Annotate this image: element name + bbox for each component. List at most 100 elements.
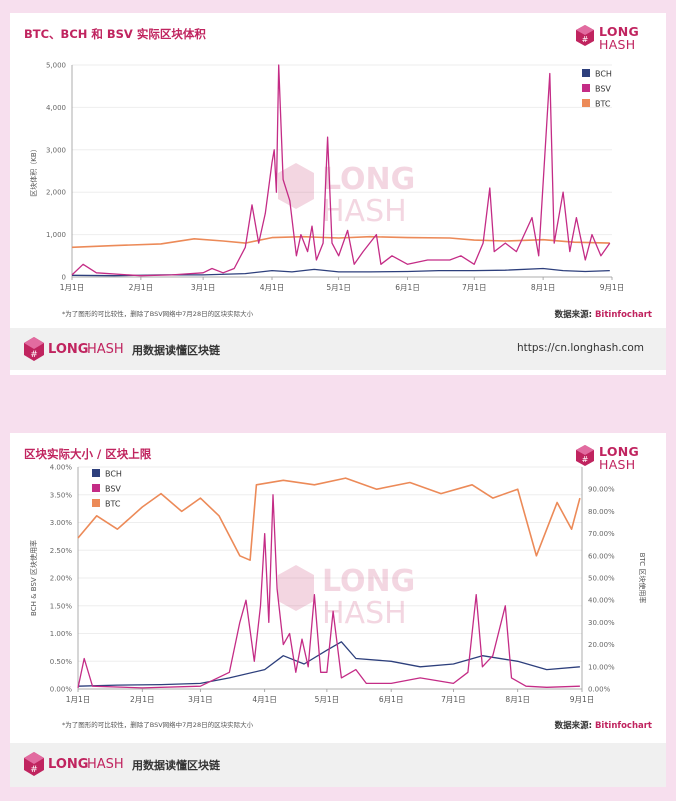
y2-tick-label: 20.00% [588,641,615,649]
svg-text:#: # [582,455,589,464]
chart-footnote: *为了图形的可比较性，删除了BSV网络中7月28日的区块实际大小 [62,721,254,729]
footer-bar-2: # LONG HASH 用数据读懂区块链 [10,743,666,787]
legend-swatch-btc [582,99,590,107]
chart-title: BTC、BCH 和 BSV 实际区块体积 [24,27,206,41]
x-tick-label: 3月1日 [191,283,216,292]
footer-logo-long: LONG [48,342,89,357]
y2-tick-label: 0.00% [588,686,611,694]
footer-logo-long: LONG [48,757,89,772]
x-tick-label: 3月1日 [188,695,213,704]
y-tick-label: 4.00% [50,464,73,472]
chart-panel-1: BTC、BCH 和 BSV 实际区块体积 # LONG HASH 0 1,000 2… [10,13,666,375]
chart-1-plot: 0 1,000 2,000 3,000 4,000 5,000 1月1日 2月1日 3月1日 4月… [29,62,625,293]
x-tick-label: 2月1日 [130,695,155,704]
legend-label-btc: BTC [595,100,611,109]
y2-tick-label: 40.00% [588,597,615,605]
chart-2-plot: 0.00% 0.50% 1.00% 1.50% 2.00% 2.50% 3.00% 3.50%… [29,464,647,705]
legend-label-bsv: BSV [595,85,611,94]
y-tick-label: 1,000 [46,231,66,239]
source-label: 数据来源: [554,721,592,731]
x-tick-label: 4月1日 [260,283,285,292]
x-tick-label: 9月1日 [570,695,595,704]
x-tick-label: 2月1日 [129,283,154,292]
footer-logo: # LONG HASH [24,337,134,361]
y-tick-label: 3.00% [50,519,73,527]
x-tick-label: 6月1日 [395,283,420,292]
y-tick-label: 4,000 [46,104,66,112]
x-tick-label: 9月1日 [600,283,625,292]
legend-label-bsv: BSV [105,485,121,494]
x-tick-label: 7月1日 [462,283,487,292]
chart-panel-2: 区块实际大小 / 区块上限 # LONG HASH 0.00% 0.50% 1.00… [10,433,666,780]
x-tick-label: 8月1日 [505,695,530,704]
y2-tick-label: 70.00% [588,530,615,538]
y-tick-label: 2.00% [50,575,73,583]
y-tick-label: 5,000 [46,62,66,70]
watermark-long: LONG [322,162,415,197]
svg-text:#: # [582,35,589,44]
footer-slogan: 用数据读懂区块链 [132,344,220,357]
y-tick-label: 0 [62,274,66,282]
y-tick-label: 2.50% [50,547,73,555]
y2-tick-label: 60.00% [588,552,615,560]
logo-text-hash: HASH [599,37,636,52]
legend-swatch-bsv [582,84,590,92]
svg-text:#: # [30,350,38,360]
y-tick-label: 2,000 [46,189,66,197]
footer-url[interactable]: https://cn.longhash.com [516,342,644,354]
series-line-bsv [71,64,611,277]
series-line-bsv [77,494,580,689]
footer-logo-hash: HASH [87,757,124,772]
x-tick-label: 4月1日 [252,695,277,704]
source-name: Bitinfochart [594,721,652,731]
watermark-hash: HASH [322,596,407,631]
y2-axis-label: BTC 区块使用率 [638,553,647,604]
legend-swatch-bch [92,469,100,477]
logo-text-hash: HASH [599,457,636,472]
y-tick-label: 0.50% [50,658,73,666]
legend-label-btc: BTC [105,500,121,509]
y2-tick-label: 80.00% [588,508,615,516]
footer-slogan: 用数据读懂区块链 [132,759,220,772]
watermark-cube-icon [278,163,314,209]
x-tick-label: 6月1日 [379,695,404,704]
data-source: 数据来源: Bitinfochart [555,719,652,731]
series-line-btc [77,477,581,561]
series-line-bch [77,641,580,687]
x-tick-label: 8月1日 [531,283,556,292]
y2-tick-label: 30.00% [588,619,615,627]
series-line-bch [71,267,610,277]
y2-tick-label: 10.00% [588,663,615,671]
y2-tick-label: 90.00% [588,486,615,494]
y-axis-label: BCH & BSV 区块使用率 [29,540,38,616]
logo-text-long: LONG [599,444,640,459]
x-tick-label: 5月1日 [315,695,340,704]
y-tick-label: 1.00% [50,630,73,638]
svg-text:#: # [30,765,38,775]
chart-footnote: *为了图形的可比较性，删除了BSV网络中7月28日的区块实际大小 [62,310,254,318]
legend-swatch-bch [582,69,590,77]
x-tick-label: 1月1日 [60,283,85,292]
watermark-hash: HASH [322,194,407,229]
y2-tick-label: 50.00% [588,575,615,583]
y-axis-label: 区块体积（KB） [29,145,38,196]
footer-logo-hash: HASH [87,342,124,357]
source-name: Bitinfochart [594,310,652,320]
legend-swatch-bsv [92,484,100,492]
watermark-long: LONG [322,564,415,599]
chart-title: 区块实际大小 / 区块上限 [24,447,152,461]
logo-text-long: LONG [599,24,640,39]
y-tick-label: 1.50% [50,602,73,610]
series-line-btc [71,235,610,249]
data-source: 数据来源: Bitinfochart [555,308,652,320]
longhash-logo: # LONG HASH [576,443,640,472]
footer-bar-1: # LONG HASH 用数据读懂区块链 https://cn.longhash… [10,328,666,370]
cube-logo-icon: # [576,25,594,46]
x-tick-label: 5月1日 [326,283,351,292]
watermark-cube-icon [278,565,314,611]
y-tick-label: 3,000 [46,146,66,154]
cube-logo-icon: # [576,445,594,466]
legend-label-bch: BCH [595,70,612,79]
